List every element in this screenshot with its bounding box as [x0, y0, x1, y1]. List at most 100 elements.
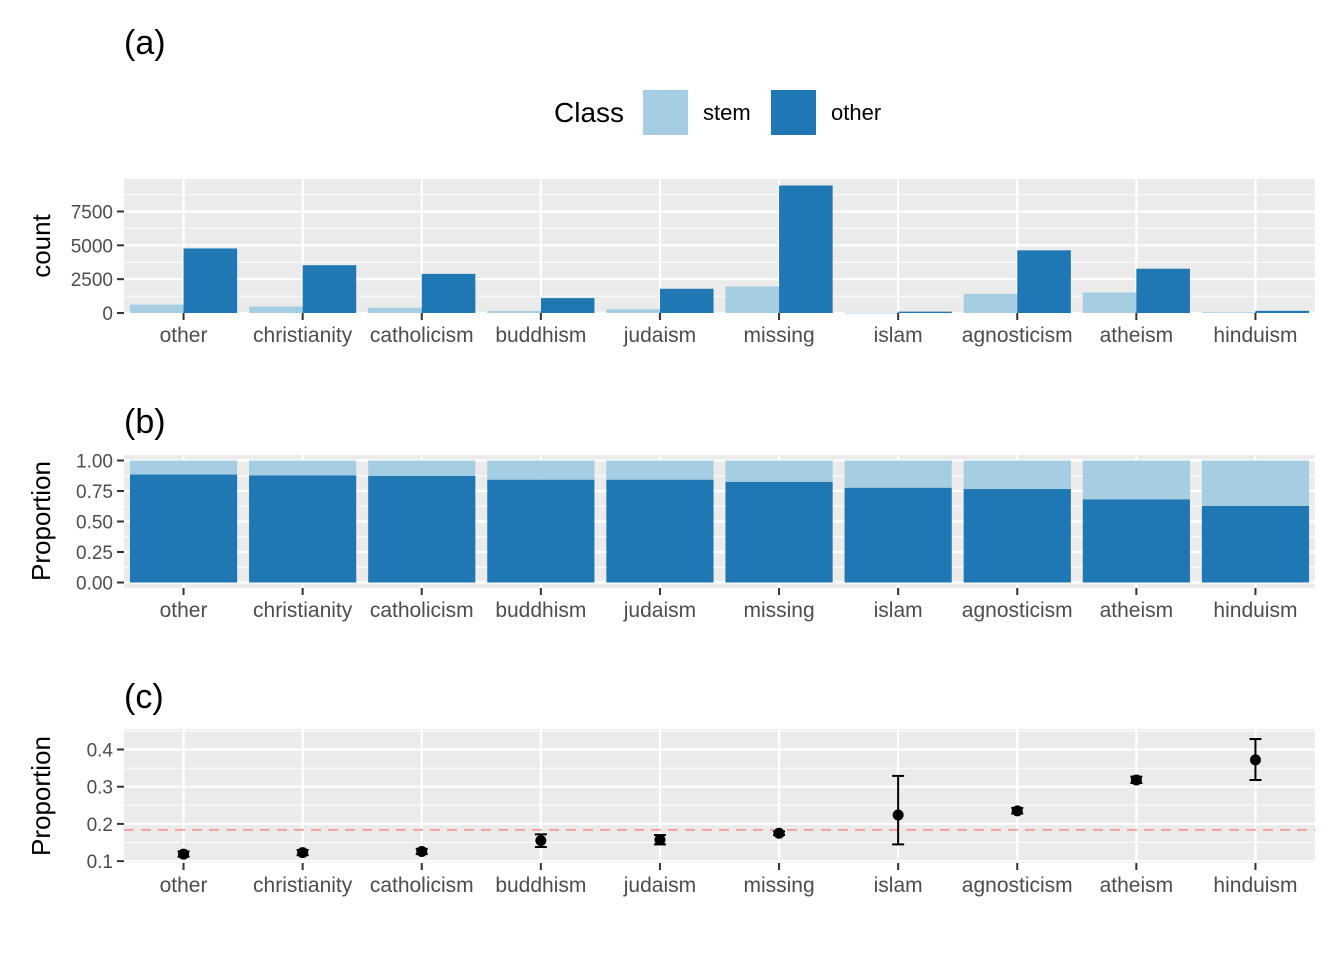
y-tick-label: 1.00 — [76, 451, 113, 472]
x-tick-label: judaism — [623, 324, 696, 347]
y-tick-label: 0.3 — [87, 778, 113, 799]
panel-b-x-axis: other christianity catholicism buddhism juda… — [160, 588, 1297, 622]
panel-c-y-axis: 0.1 0.2 0.3 0.4 — [87, 740, 124, 873]
bar-other — [779, 185, 833, 313]
bar-other — [540, 298, 595, 313]
legend-swatch-stem — [643, 90, 688, 135]
data-point — [1130, 774, 1142, 786]
panel-c-y-title: Proportion — [26, 736, 56, 856]
panel-b-bars — [129, 460, 1310, 583]
bar-other — [129, 474, 238, 583]
y-tick-label: 0.1 — [87, 852, 113, 873]
data-point — [773, 827, 785, 839]
y-tick-label: 2500 — [71, 270, 113, 291]
panel-a-y-axis: 0 2500 5000 7500 — [71, 202, 124, 325]
x-tick-label: hinduism — [1213, 324, 1297, 347]
bar-other — [421, 273, 476, 313]
x-tick-label: hinduism — [1213, 874, 1297, 897]
panel-c-proportion-points: 0.1 0.2 0.3 0.4 other christianity catholicis… — [26, 729, 1315, 897]
panel-c-background — [124, 729, 1315, 863]
y-tick-label: 0.75 — [76, 482, 113, 503]
x-tick-label: catholicism — [370, 324, 474, 347]
x-tick-label: atheism — [1100, 874, 1174, 897]
y-tick-label: 0.25 — [76, 543, 113, 564]
panel-b-y-axis: 0.00 0.25 0.50 0.75 1.00 — [76, 451, 124, 595]
bar-other — [1017, 250, 1071, 313]
bar-stem — [129, 460, 238, 475]
bar-stem — [844, 312, 899, 314]
data-point — [892, 809, 904, 821]
bar-stem — [963, 460, 1071, 490]
x-tick-label: atheism — [1100, 324, 1174, 347]
x-tick-label: other — [160, 599, 208, 622]
panel-b-proportion-chart: 0.00 0.25 0.50 0.75 1.00 other christianity ca… — [26, 451, 1315, 622]
panel-a-count-chart: 0 2500 5000 7500 other christianity catholici… — [26, 179, 1315, 347]
x-tick-label: buddhism — [495, 874, 586, 897]
panel-c-x-axis: other christianity catholicism buddhism juda… — [160, 863, 1297, 897]
x-tick-label: agnosticism — [962, 599, 1073, 622]
y-tick-label: 7500 — [71, 202, 113, 223]
x-tick-label: missing — [743, 874, 814, 897]
bar-stem — [725, 460, 833, 482]
x-tick-label: atheism — [1100, 599, 1174, 622]
data-point — [1249, 754, 1261, 766]
bar-other — [1136, 268, 1190, 313]
bar-stem — [1201, 312, 1256, 313]
bar-stem — [1082, 292, 1137, 313]
legend-title: Class — [554, 97, 624, 128]
bar-other — [183, 248, 238, 313]
data-point — [416, 845, 428, 857]
bar-stem — [1082, 460, 1190, 500]
x-tick-label: christianity — [253, 874, 353, 897]
bar-stem — [249, 460, 357, 476]
bar-other — [844, 487, 952, 583]
bar-other — [606, 479, 714, 583]
bar-other — [368, 475, 476, 583]
bar-stem — [487, 460, 595, 480]
x-tick-label: buddhism — [495, 324, 586, 347]
panel-a-y-title: count — [26, 213, 56, 277]
x-tick-label: islam — [874, 324, 923, 347]
x-tick-label: missing — [743, 324, 814, 347]
x-tick-label: christianity — [253, 324, 353, 347]
bar-other — [1255, 310, 1310, 313]
data-point — [178, 848, 190, 860]
x-tick-label: missing — [743, 599, 814, 622]
x-tick-label: catholicism — [370, 599, 474, 622]
panel-label-c: (c) — [124, 678, 164, 716]
x-tick-label: catholicism — [370, 874, 474, 897]
bar-other — [1201, 505, 1310, 583]
x-tick-label: islam — [874, 874, 923, 897]
legend-label-other: other — [831, 100, 881, 125]
bar-stem — [844, 460, 952, 488]
bar-other — [725, 481, 833, 583]
x-tick-label: judaism — [623, 599, 696, 622]
y-tick-label: 0.2 — [87, 815, 113, 836]
x-tick-label: other — [160, 874, 208, 897]
bar-other — [249, 475, 357, 583]
data-point — [535, 835, 547, 847]
data-point — [297, 847, 309, 859]
data-point — [654, 834, 666, 846]
bar-other — [898, 311, 952, 313]
bar-stem — [249, 306, 303, 313]
bar-stem — [487, 310, 541, 313]
y-tick-label: 0.50 — [76, 513, 113, 534]
data-point — [1011, 805, 1023, 817]
x-tick-label: agnosticism — [962, 874, 1073, 897]
x-tick-label: christianity — [253, 599, 353, 622]
bar-other — [487, 479, 595, 583]
y-tick-label: 5000 — [71, 236, 113, 257]
bar-stem — [1201, 460, 1310, 506]
x-tick-label: hinduism — [1213, 599, 1297, 622]
bar-stem — [129, 304, 184, 313]
panel-c-points — [124, 738, 1315, 860]
x-tick-label: other — [160, 324, 208, 347]
legend-swatch-other — [771, 90, 816, 135]
bar-stem — [963, 293, 1018, 313]
legend: Class stem other — [554, 90, 881, 135]
x-tick-label: agnosticism — [962, 324, 1073, 347]
legend-label-stem: stem — [703, 100, 751, 125]
bar-stem — [606, 460, 714, 480]
y-tick-label: 0.4 — [87, 740, 114, 761]
